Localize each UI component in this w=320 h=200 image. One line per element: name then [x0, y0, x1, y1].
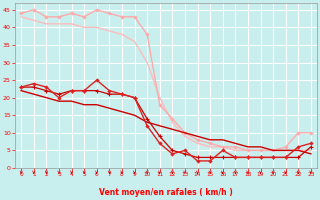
X-axis label: Vent moyen/en rafales ( km/h ): Vent moyen/en rafales ( km/h ): [99, 188, 233, 197]
